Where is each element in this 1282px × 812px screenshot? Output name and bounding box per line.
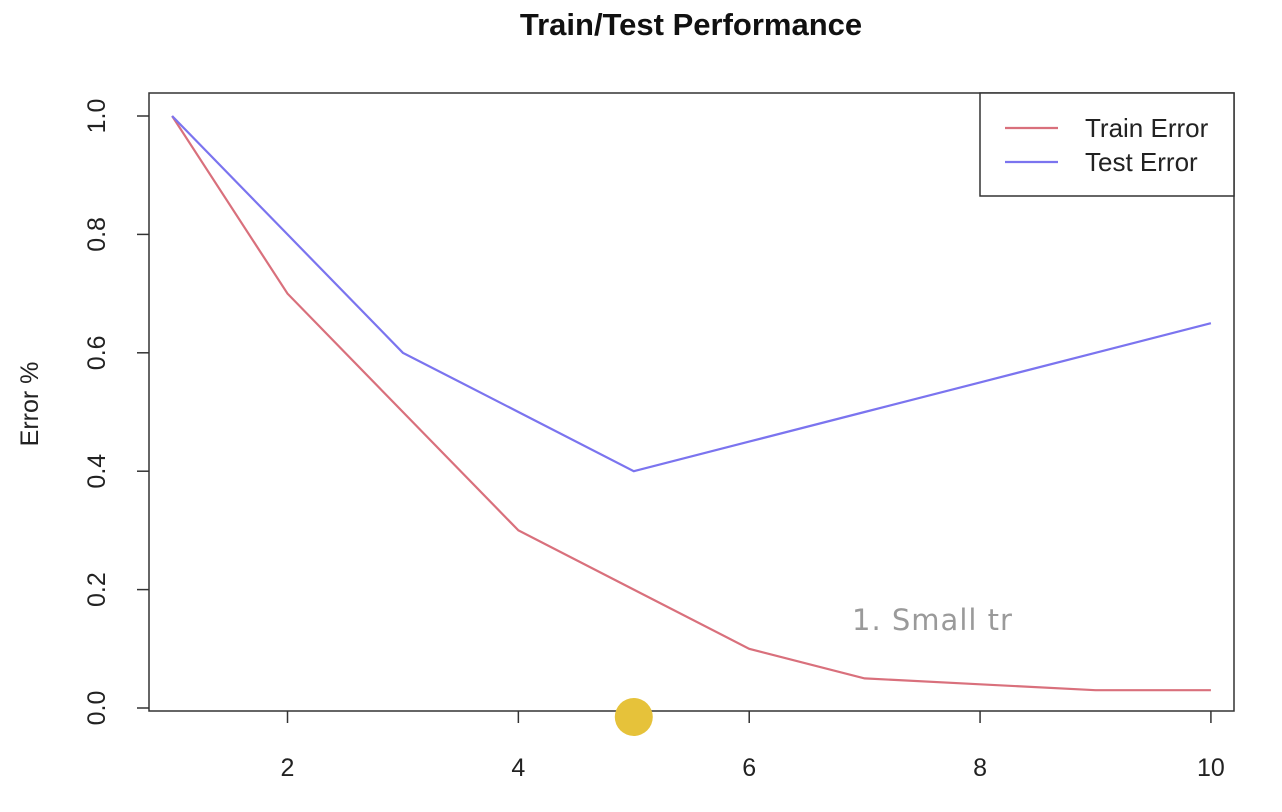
chart-title: Train/Test Performance — [520, 7, 862, 42]
x-tick-label: 2 — [281, 754, 295, 782]
legend-label-train-error: Train Error — [1085, 113, 1209, 143]
y-tick-label: 0.8 — [83, 217, 111, 252]
x-tick-label: 6 — [742, 754, 756, 782]
legend-label-test-error: Test Error — [1085, 147, 1198, 177]
legend: Train Error Test Error — [979, 92, 1235, 197]
plot-frame — [148, 92, 1235, 712]
x-tick-label: 4 — [511, 754, 525, 782]
highlight-marker — [614, 698, 653, 736]
y-tick-label: 0.4 — [83, 454, 111, 489]
y-tick-label: 1.0 — [83, 99, 111, 134]
y-axis: 0.0 0.2 0.4 0.6 0.8 1.0 — [83, 99, 149, 726]
y-tick-label: 0.6 — [83, 335, 111, 370]
y-tick-label: 0.0 — [83, 691, 111, 726]
y-axis-label: Error % — [16, 362, 44, 447]
legend-entries: Train Error Test Error — [1005, 113, 1209, 177]
test-error-line — [171, 115, 1212, 473]
x-tick-label: 8 — [973, 754, 987, 782]
x-axis: 2 4 6 8 10 — [281, 711, 1225, 782]
annotation-text: 1. Small tr — [852, 603, 1013, 637]
train-error-line — [171, 115, 1211, 692]
marker-layer — [614, 698, 653, 736]
legend-box — [979, 92, 1235, 197]
series-layer — [171, 115, 1212, 692]
x-tick-label: 10 — [1197, 754, 1225, 782]
y-tick-label: 0.2 — [83, 572, 111, 607]
